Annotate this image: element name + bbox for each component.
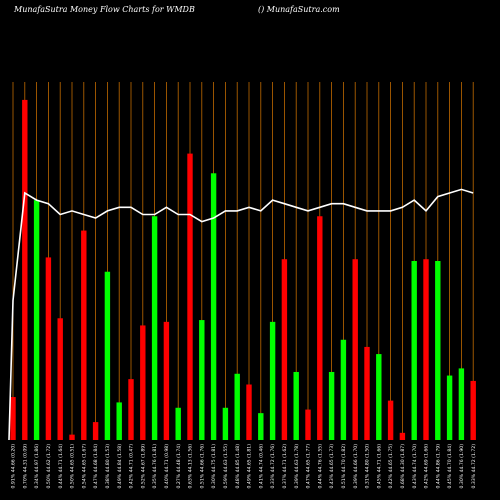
bar xyxy=(399,432,406,440)
bar xyxy=(458,368,465,440)
x-tick-label: 0.42% 44.71 (0.47) xyxy=(129,444,135,489)
bar xyxy=(140,325,146,440)
x-tick-label: 0.41% 44.74 (0.46) xyxy=(258,444,264,489)
bar xyxy=(446,375,453,440)
x-tick-label: 0.47% 44.68 (1.84) xyxy=(93,444,99,489)
bar xyxy=(128,379,134,440)
bar xyxy=(69,434,75,440)
bar xyxy=(411,261,417,440)
bar xyxy=(10,397,16,440)
x-tick-label: 0.39% 44.63 (1.78) xyxy=(294,444,300,489)
bar xyxy=(435,261,441,440)
x-tick-label: 0.43% 44.65 (1.73) xyxy=(329,444,335,489)
x-tick-label: 0.44% 44.71 (1.64) xyxy=(58,444,64,489)
x-tick-label: 0.39% 44.66 (1.70) xyxy=(353,444,359,489)
bar xyxy=(328,371,335,440)
x-tick-label: 0.40% 44.71 (0.98) xyxy=(164,444,170,489)
x-tick-label: 0.38% 44.80 (1.53) xyxy=(105,444,111,489)
bar xyxy=(104,271,111,440)
bar xyxy=(340,339,347,440)
bar xyxy=(45,257,52,440)
x-tick-label: 0.33% 44.72 (1.72) xyxy=(471,444,477,489)
x-tick-label: 0.51% 44.66 (1.76) xyxy=(199,444,205,489)
bar-series xyxy=(10,99,476,441)
bar xyxy=(163,321,170,440)
x-tick-label: 0.44% 44.86 (1.79) xyxy=(435,444,441,489)
bar xyxy=(92,422,99,440)
x-tick-label: 0.37% 44.71 (1.62) xyxy=(282,444,288,489)
bar xyxy=(317,216,323,440)
x-tick-label: 0.27% 44.48 (1.74) xyxy=(176,444,182,489)
bar xyxy=(293,371,299,440)
x-tick-label: 0.50% 44.62 (1.72) xyxy=(46,444,52,489)
bar xyxy=(175,407,181,440)
x-tick-label: 0.49% 44.84 (1.58) xyxy=(117,444,123,489)
bar xyxy=(187,153,193,440)
bar xyxy=(234,373,240,440)
bar xyxy=(210,173,217,441)
x-tick-label: 0.44% 44.76 (1.55) xyxy=(317,444,323,489)
x-tick-label: 0.51% 44.70 (1.82) xyxy=(341,444,347,489)
x-tick-labels: 0.91% 44.66 (0.20) 0.70% 44.31 (0.09) 0.34… xyxy=(11,444,477,489)
x-tick-label: 0.91% 44.66 (0.20) xyxy=(11,444,17,489)
bar xyxy=(269,321,276,440)
x-tick-label: 0.47% 44.65 (1.77) xyxy=(306,444,312,489)
x-tick-label: 0.45% 44.70 (1.84) xyxy=(447,444,453,489)
x-tick-label: 0.33% 44.72 (1.76) xyxy=(270,444,276,489)
line-series xyxy=(8,188,474,441)
bar xyxy=(470,380,476,440)
x-tick-label: 0.70% 44.31 (0.09) xyxy=(22,444,28,489)
money-flow-line xyxy=(8,188,474,441)
x-tick-label: 0.59% 44.63 (1.55) xyxy=(223,444,229,489)
x-tick-label: 0.35% 44.76 (1.81) xyxy=(152,444,158,489)
bar xyxy=(199,320,205,440)
x-tick-label: 0.42% 44.69 (1.66) xyxy=(424,444,430,489)
bar xyxy=(281,259,288,440)
x-tick-label: 0.52% 44.67 (1.89) xyxy=(140,444,146,489)
bar xyxy=(22,99,28,441)
bar xyxy=(364,346,370,440)
x-tick-label: 0.63% 44.13 (1.56) xyxy=(188,444,194,489)
bar xyxy=(57,318,63,440)
bar xyxy=(305,409,311,440)
bar xyxy=(258,413,264,440)
bar xyxy=(151,216,158,440)
x-tick-label: 0.43% 44.74 (1.70) xyxy=(412,444,418,489)
bar xyxy=(81,230,87,440)
x-tick-label: 0.42% 44.65 (1.75) xyxy=(388,444,394,489)
x-tick-label: 0.54% 44.65 (1.67) xyxy=(81,444,87,489)
bar xyxy=(387,400,394,440)
bar xyxy=(423,259,429,440)
x-tick-label: 0.45% 44.71 (1.66) xyxy=(376,444,382,489)
chart-title: MunafaSutra Money Flow Charts for WMDB xyxy=(14,5,195,14)
x-tick-label: 0.49% 44.65 (1.81) xyxy=(247,444,253,489)
bar xyxy=(33,200,40,440)
bar xyxy=(246,384,252,440)
x-tick-label: 0.68% 44.30 (1.87) xyxy=(400,444,406,489)
x-tick-label: 0.31% 44.80 (1.50) xyxy=(365,444,371,489)
bar xyxy=(222,407,229,440)
x-tick-label: 0.50% 44.65 (0.51) xyxy=(70,444,76,489)
x-tick-label: 0.30% 44.75 (1.81) xyxy=(211,444,217,489)
x-tick-label: 0.30% 44.76 (1.90) xyxy=(459,444,465,489)
site-watermark: () MunafaSutra.com xyxy=(258,5,340,14)
bar xyxy=(352,259,358,440)
bar xyxy=(376,354,382,440)
x-tick-label: 0.48% 44.85 (1.48) xyxy=(235,444,241,489)
x-tick-label: 0.34% 44.97 (1.86) xyxy=(34,444,40,489)
bar xyxy=(116,402,122,440)
